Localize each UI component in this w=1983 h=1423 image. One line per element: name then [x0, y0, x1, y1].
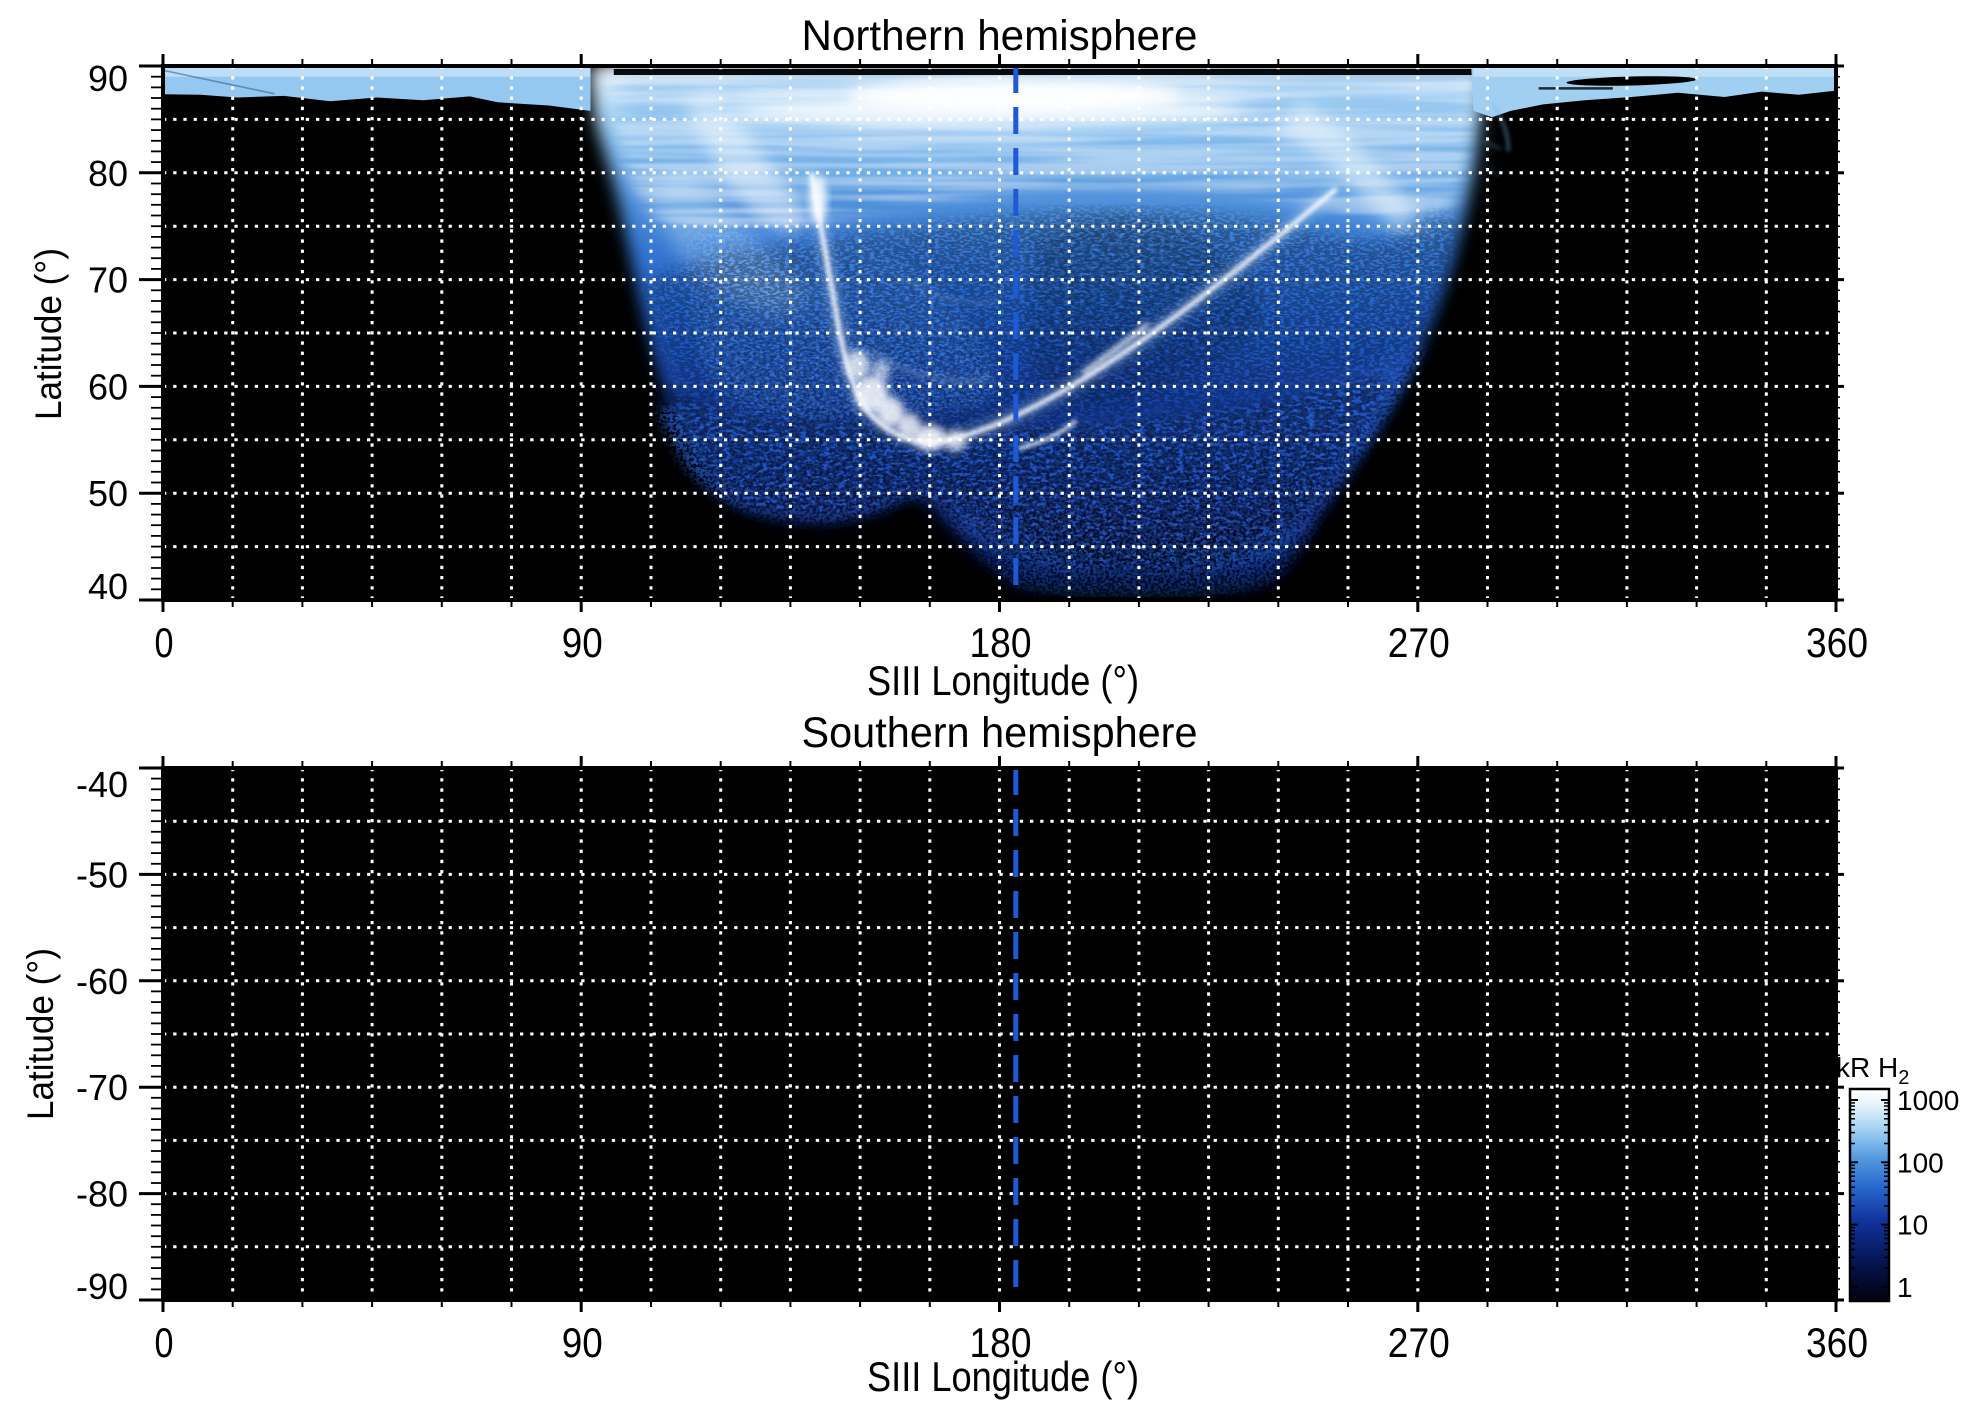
svg-text:-50: -50 — [76, 854, 128, 895]
svg-text:Latitude (°): Latitude (°) — [20, 948, 61, 1120]
svg-text:50: 50 — [88, 473, 128, 514]
svg-text:270: 270 — [1388, 619, 1450, 666]
svg-text:100: 100 — [1897, 1147, 1944, 1178]
svg-text:10: 10 — [1897, 1210, 1928, 1241]
svg-text:90: 90 — [88, 58, 128, 99]
svg-text:1000: 1000 — [1897, 1085, 1959, 1116]
svg-text:Latitude (°): Latitude (°) — [28, 248, 69, 420]
svg-text:180: 180 — [970, 619, 1032, 666]
svg-text:180: 180 — [970, 1319, 1032, 1366]
svg-text:SIII Longitude (°): SIII Longitude (°) — [867, 1353, 1139, 1400]
svg-text:90: 90 — [562, 1319, 603, 1366]
svg-text:-60: -60 — [76, 961, 128, 1002]
svg-text:360: 360 — [1806, 1319, 1868, 1366]
svg-text:Northern hemisphere: Northern hemisphere — [802, 12, 1198, 60]
svg-text:-70: -70 — [76, 1067, 128, 1108]
svg-text:SIII Longitude (°): SIII Longitude (°) — [867, 657, 1139, 704]
svg-text:0: 0 — [155, 1319, 174, 1366]
svg-text:-40: -40 — [76, 764, 128, 805]
svg-text:80: 80 — [88, 153, 128, 194]
svg-text:0: 0 — [155, 619, 174, 666]
svg-text:-90: -90 — [76, 1266, 128, 1307]
svg-text:60: 60 — [88, 366, 128, 407]
svg-text:kR H2: kR H2 — [1836, 1052, 1909, 1089]
svg-text:360: 360 — [1806, 619, 1868, 666]
svg-text:90: 90 — [562, 619, 603, 666]
svg-text:270: 270 — [1388, 1319, 1450, 1366]
svg-text:40: 40 — [88, 566, 128, 607]
svg-text:1: 1 — [1897, 1272, 1913, 1303]
svg-text:-80: -80 — [76, 1174, 128, 1215]
svg-text:Southern hemisphere: Southern hemisphere — [802, 709, 1198, 757]
svg-text:70: 70 — [88, 260, 128, 301]
